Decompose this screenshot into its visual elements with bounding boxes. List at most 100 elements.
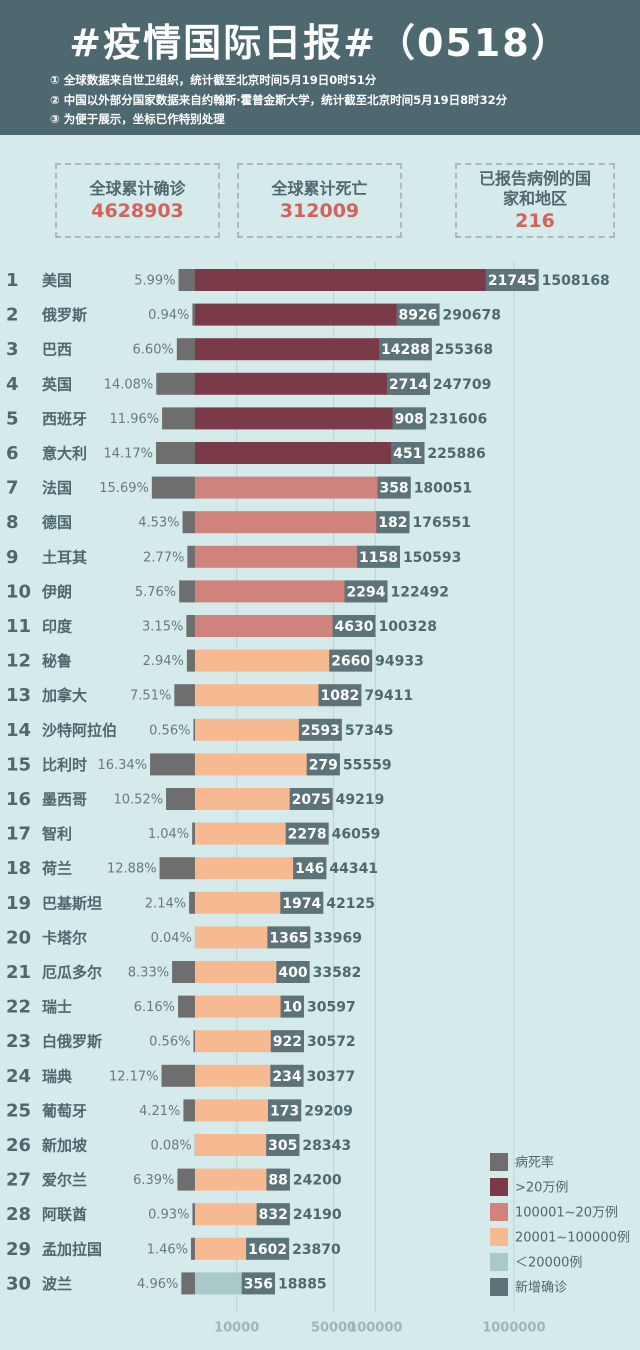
country: 沙特阿拉伯 — [42, 721, 117, 739]
new-cases-box — [270, 1030, 304, 1053]
new-cases-box — [256, 1203, 290, 1226]
new-cases-label: 1082 — [320, 688, 359, 704]
rank: 12 — [6, 651, 31, 672]
new-cases-label: 4630 — [335, 619, 374, 635]
total-label: 30377 — [307, 1069, 356, 1085]
note: ① 全球数据来自世卫组织，统计截至北京时间5月19日0时51分 — [50, 73, 377, 87]
death-rate-label: 7.51% — [130, 689, 171, 704]
death-rate-label: 2.14% — [145, 896, 186, 911]
country: 比利时 — [42, 756, 87, 774]
death-rate-label: 6.39% — [133, 1173, 174, 1188]
death-rate-bar — [178, 995, 195, 1018]
death-rate-bar — [186, 649, 195, 672]
new-cases-label: 305 — [268, 1138, 297, 1154]
country: 印度 — [42, 618, 73, 636]
rank: 6 — [6, 443, 19, 464]
country: 法国 — [42, 479, 72, 497]
total-bar — [195, 615, 376, 637]
legend-swatch — [490, 1253, 508, 1271]
total-bar — [195, 511, 410, 534]
country: 波兰 — [42, 1275, 72, 1293]
rank: 11 — [6, 616, 31, 637]
death-rate-bar — [187, 545, 195, 568]
new-cases-box — [293, 857, 327, 880]
death-rate-label: 14.08% — [104, 377, 154, 392]
new-cases-box — [289, 788, 333, 810]
new-cases-label: 2075 — [292, 792, 331, 808]
death-rate-label: 0.93% — [148, 1208, 189, 1223]
rank: 25 — [6, 1100, 31, 1121]
death-rate-bar — [156, 442, 195, 464]
country: 加拿大 — [41, 687, 87, 705]
death-rate-bar — [177, 1168, 195, 1191]
new-cases-box — [391, 442, 425, 464]
country: 荷兰 — [42, 860, 72, 878]
total-label: 55559 — [343, 757, 392, 773]
total-label: 30597 — [307, 1000, 356, 1016]
legend-swatch — [490, 1153, 508, 1171]
death-rate-bar — [190, 1237, 195, 1260]
new-cases-box — [246, 1237, 290, 1260]
new-cases-box — [485, 269, 539, 291]
death-rate-label: 8.33% — [128, 966, 169, 981]
new-cases-label: 173 — [270, 1103, 299, 1119]
new-cases-box — [270, 1064, 304, 1087]
note: ② 中国以外部分国家数据来自约翰斯·霍普金斯大学，统计截至北京时间5月19日8时… — [50, 93, 508, 107]
title: #疫情国际日报#（0518） — [69, 21, 571, 65]
country: 德国 — [42, 514, 72, 532]
death-rate-label: 5.99% — [134, 274, 175, 289]
rank: 24 — [6, 1066, 31, 1087]
country: 瑞士 — [42, 998, 72, 1016]
new-cases-label: 14288 — [381, 342, 430, 358]
death-rate-label: 0.08% — [150, 1139, 191, 1154]
total-bar — [195, 545, 400, 568]
rank: 30 — [6, 1273, 31, 1294]
total-label: 176551 — [413, 515, 471, 531]
new-cases-label: 1365 — [269, 930, 308, 946]
death-rate-label: 4.96% — [137, 1277, 178, 1292]
death-rate-bar — [181, 1272, 195, 1295]
death-rate-bar — [150, 753, 195, 776]
rank: 16 — [6, 789, 31, 810]
new-cases-label: 182 — [378, 515, 407, 531]
new-cases-box — [241, 1272, 275, 1295]
new-cases-label: 400 — [278, 965, 307, 981]
total-label: 122492 — [391, 584, 449, 600]
country: 伊朗 — [41, 583, 72, 601]
total-label: 94933 — [375, 654, 424, 670]
total-bar — [195, 995, 305, 1018]
death-rate-label: 0.56% — [149, 1035, 190, 1050]
new-cases-label: 832 — [259, 1207, 288, 1223]
rank: 27 — [6, 1170, 31, 1191]
rank: 3 — [6, 339, 19, 360]
total-bar — [195, 372, 430, 395]
new-cases-label: 8926 — [399, 308, 438, 324]
country: 爱尔兰 — [42, 1171, 87, 1189]
total-label: 33582 — [313, 965, 362, 981]
total-label: 29209 — [304, 1103, 353, 1119]
death-rate-label: 0.56% — [149, 723, 190, 738]
rank: 8 — [6, 512, 19, 533]
country: 墨西哥 — [42, 791, 87, 809]
country: 俄罗斯 — [41, 306, 87, 324]
new-cases-box — [392, 407, 426, 430]
legend-swatch — [490, 1228, 508, 1246]
total-label: 100328 — [378, 619, 436, 635]
death-rate-bar — [179, 580, 195, 603]
country: 瑞典 — [42, 1067, 72, 1085]
new-cases-box — [280, 891, 324, 914]
rank: 22 — [6, 997, 31, 1018]
total-label: 79411 — [364, 688, 413, 704]
total-bar — [195, 303, 440, 326]
death-rate-bar — [192, 1203, 195, 1226]
legend-label: >20万例 — [515, 1181, 568, 1196]
death-rate-bar — [151, 476, 195, 499]
total-label: 1508168 — [542, 273, 610, 289]
rank: 28 — [6, 1204, 31, 1225]
legend-swatch — [490, 1203, 508, 1221]
rank: 19 — [6, 893, 31, 914]
death-rate-bar — [192, 303, 195, 326]
total-label: 42125 — [326, 896, 375, 912]
total-label: 49219 — [336, 792, 385, 808]
country: 葡萄牙 — [41, 1102, 87, 1120]
